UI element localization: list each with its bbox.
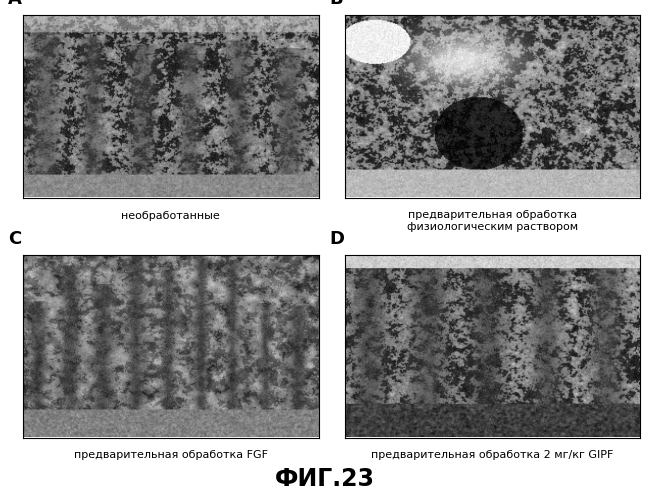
Text: ФИГ.23: ФИГ.23 [275,467,375,491]
Text: необработанные: необработанные [122,211,220,221]
Text: предварительная обработка FGF: предварительная обработка FGF [73,450,268,460]
Text: C: C [8,230,21,248]
Text: предварительная обработка 2 мг/кг GIPF: предварительная обработка 2 мг/кг GIPF [371,450,614,460]
Text: A: A [8,0,22,8]
Text: D: D [330,230,344,248]
Text: B: B [330,0,343,8]
Text: предварительная обработка
физиологическим раствором: предварительная обработка физиологически… [407,210,578,232]
